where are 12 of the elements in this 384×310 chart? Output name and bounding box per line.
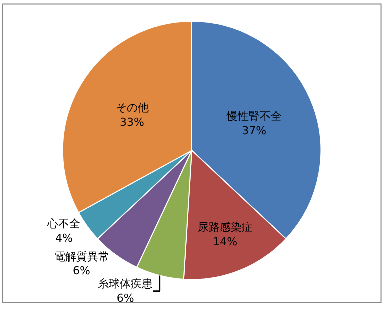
data-label: 33% — [120, 116, 144, 129]
data-label: 6% — [116, 292, 134, 305]
data-label: 14% — [213, 236, 238, 248]
slice-label: 心不全 — [46, 218, 81, 231]
slice-label: その他 — [116, 102, 149, 115]
slice-label: 糸球体疾患 — [98, 278, 154, 291]
data-label: 4% — [55, 232, 73, 245]
slice-label: 慢性腎不全 — [226, 110, 282, 124]
slice-label: 電解質異常 — [54, 250, 110, 264]
slice-label: 尿路感染症 — [198, 221, 253, 234]
data-label: 6% — [73, 264, 90, 278]
data-label: 37% — [242, 124, 267, 138]
